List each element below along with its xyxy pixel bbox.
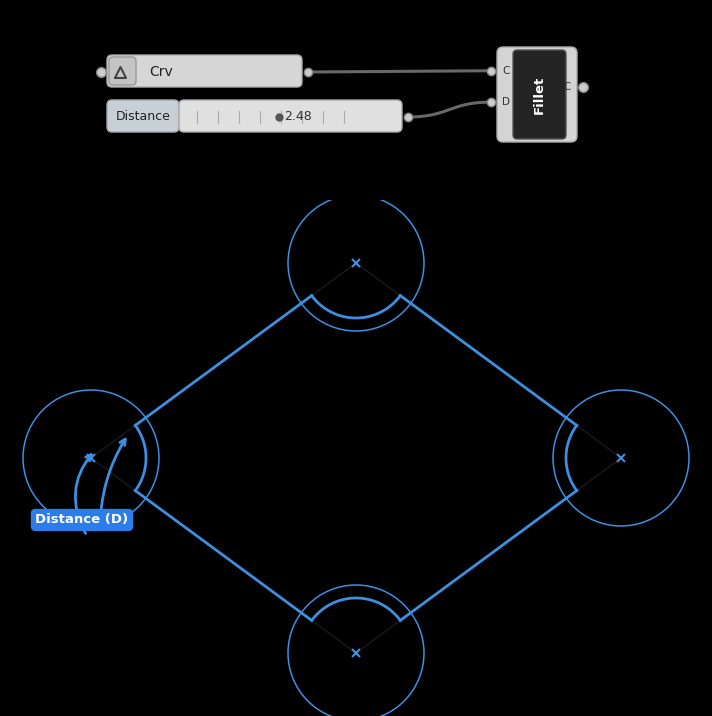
FancyBboxPatch shape — [497, 47, 577, 142]
Text: C: C — [563, 82, 571, 92]
Text: 2.48: 2.48 — [284, 110, 312, 123]
Text: Distance (D): Distance (D) — [36, 513, 129, 526]
Text: D: D — [502, 97, 510, 107]
FancyBboxPatch shape — [107, 55, 302, 87]
FancyBboxPatch shape — [109, 57, 136, 85]
FancyBboxPatch shape — [179, 100, 402, 132]
Text: C: C — [502, 66, 510, 76]
FancyBboxPatch shape — [513, 50, 566, 139]
FancyBboxPatch shape — [107, 100, 179, 132]
Text: Distance: Distance — [115, 110, 170, 123]
Text: Fillet: Fillet — [533, 75, 546, 114]
Text: Crv: Crv — [149, 65, 173, 79]
